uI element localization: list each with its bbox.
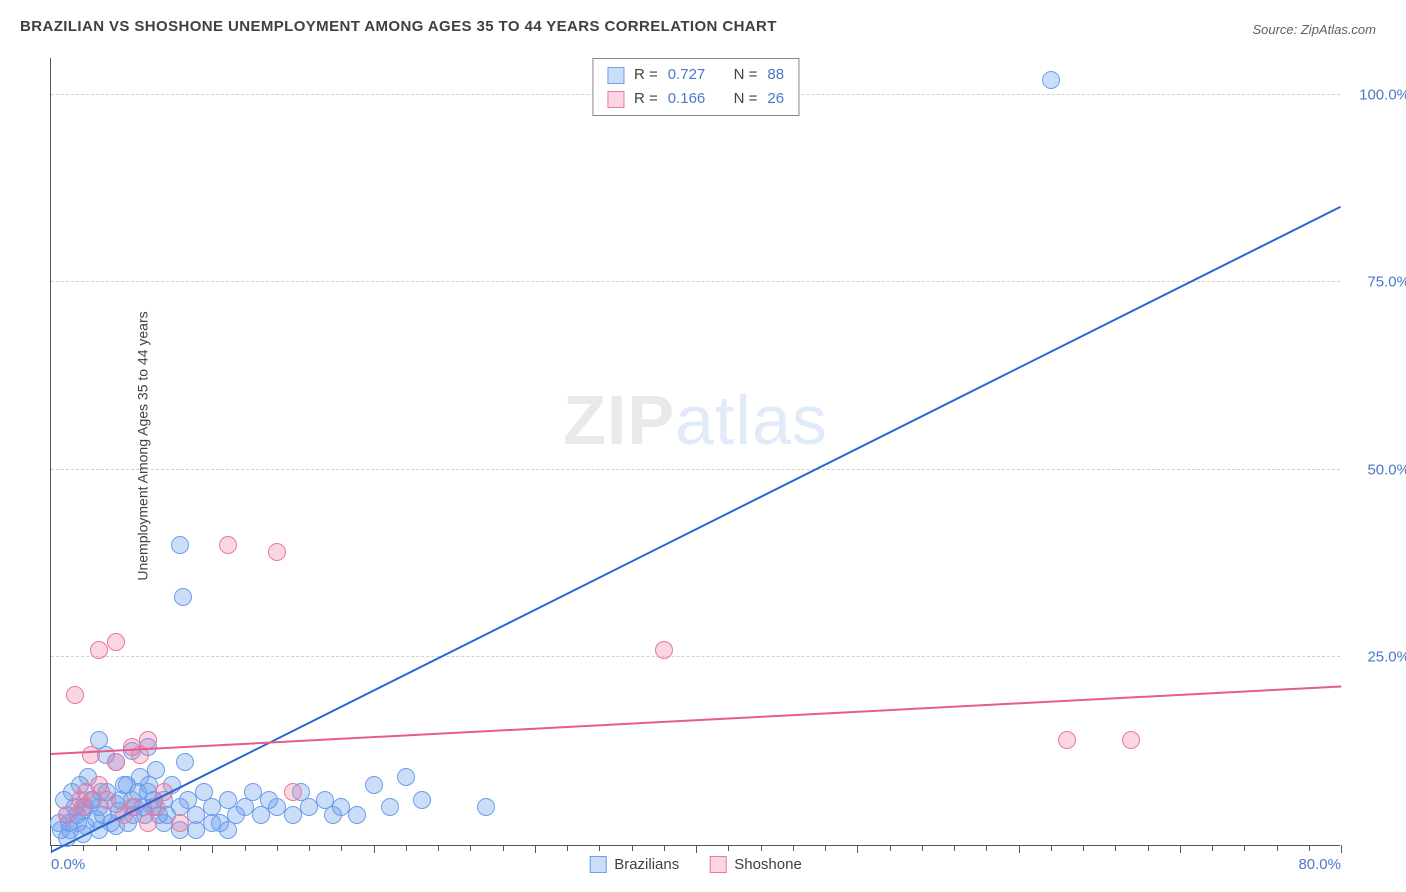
data-point	[1042, 71, 1060, 89]
trend-line	[51, 685, 1341, 755]
x-tick	[1341, 845, 1342, 853]
legend-stats-row: R =0.166 N =26	[607, 87, 784, 111]
x-tick-minor	[728, 845, 729, 851]
gridline-h	[51, 469, 1340, 470]
data-point	[107, 633, 125, 651]
x-tick	[1180, 845, 1181, 853]
y-tick-label: 100.0%	[1350, 86, 1406, 103]
data-point	[655, 641, 673, 659]
data-point	[107, 753, 125, 771]
legend-swatch	[607, 91, 624, 108]
x-tick-minor	[1277, 845, 1278, 851]
data-point	[348, 806, 366, 824]
data-point	[71, 791, 89, 809]
x-tick-minor	[503, 845, 504, 851]
x-tick	[212, 845, 213, 853]
y-tick-label: 25.0%	[1350, 649, 1406, 666]
data-point	[139, 814, 157, 832]
chart-container: BRAZILIAN VS SHOSHONE UNEMPLOYMENT AMONG…	[0, 0, 1406, 892]
x-tick-minor	[761, 845, 762, 851]
legend-stats: R =0.727 N =88R =0.166 N =26	[592, 58, 799, 116]
data-point	[413, 791, 431, 809]
x-tick-minor	[1148, 845, 1149, 851]
x-tick-label: 80.0%	[1298, 856, 1341, 873]
x-tick-minor	[890, 845, 891, 851]
data-point	[1122, 731, 1140, 749]
x-tick-minor	[599, 845, 600, 851]
legend-stats-row: R =0.727 N =88	[607, 63, 784, 87]
y-tick-label: 75.0%	[1350, 274, 1406, 291]
data-point	[397, 768, 415, 786]
data-point	[381, 798, 399, 816]
x-tick-minor	[1244, 845, 1245, 851]
x-tick	[857, 845, 858, 853]
x-tick-minor	[470, 845, 471, 851]
x-tick-minor	[245, 845, 246, 851]
legend-swatch	[607, 67, 624, 84]
data-point	[1058, 731, 1076, 749]
data-point	[365, 776, 383, 794]
x-tick-minor	[341, 845, 342, 851]
gridline-h	[51, 281, 1340, 282]
x-tick-minor	[116, 845, 117, 851]
x-tick-minor	[1309, 845, 1310, 851]
plot-area: ZIPatlas 25.0%50.0%75.0%100.0%0.0%80.0%R…	[50, 58, 1340, 846]
x-tick-minor	[1083, 845, 1084, 851]
data-point	[176, 753, 194, 771]
legend-swatch	[709, 856, 726, 873]
y-tick-label: 50.0%	[1350, 461, 1406, 478]
x-tick	[374, 845, 375, 853]
x-tick-minor	[793, 845, 794, 851]
x-tick-minor	[1051, 845, 1052, 851]
legend-swatch	[589, 856, 606, 873]
watermark: ZIPatlas	[563, 380, 828, 460]
legend-series: Brazilians Shoshone	[589, 856, 802, 873]
x-tick-minor	[954, 845, 955, 851]
source-prefix: Source:	[1252, 22, 1300, 37]
x-tick	[696, 845, 697, 853]
x-tick-minor	[632, 845, 633, 851]
x-tick-minor	[567, 845, 568, 851]
x-tick-minor	[277, 845, 278, 851]
data-point	[219, 821, 237, 839]
data-point	[284, 783, 302, 801]
x-tick	[1019, 845, 1020, 853]
data-point	[219, 536, 237, 554]
x-tick-minor	[438, 845, 439, 851]
x-tick	[535, 845, 536, 853]
x-tick-minor	[1115, 845, 1116, 851]
data-point	[82, 746, 100, 764]
data-point	[139, 731, 157, 749]
x-tick-minor	[148, 845, 149, 851]
legend-item: Shoshone	[709, 856, 802, 873]
chart-title: BRAZILIAN VS SHOSHONE UNEMPLOYMENT AMONG…	[20, 18, 777, 35]
legend-label: Brazilians	[614, 856, 679, 873]
source-attribution: Source: ZipAtlas.com	[1252, 22, 1376, 37]
data-point	[171, 814, 189, 832]
legend-item: Brazilians	[589, 856, 679, 873]
x-tick-minor	[83, 845, 84, 851]
trend-line	[51, 205, 1342, 852]
legend-label: Shoshone	[734, 856, 802, 873]
data-point	[66, 686, 84, 704]
source-name: ZipAtlas.com	[1301, 22, 1376, 37]
x-tick-minor	[406, 845, 407, 851]
x-tick-minor	[922, 845, 923, 851]
x-tick-minor	[1212, 845, 1213, 851]
x-tick-minor	[664, 845, 665, 851]
data-point	[171, 536, 189, 554]
x-tick-label: 0.0%	[51, 856, 85, 873]
x-tick-minor	[180, 845, 181, 851]
data-point	[174, 588, 192, 606]
data-point	[477, 798, 495, 816]
gridline-h	[51, 656, 1340, 657]
x-tick-minor	[986, 845, 987, 851]
data-point	[268, 543, 286, 561]
x-tick-minor	[825, 845, 826, 851]
x-tick-minor	[309, 845, 310, 851]
